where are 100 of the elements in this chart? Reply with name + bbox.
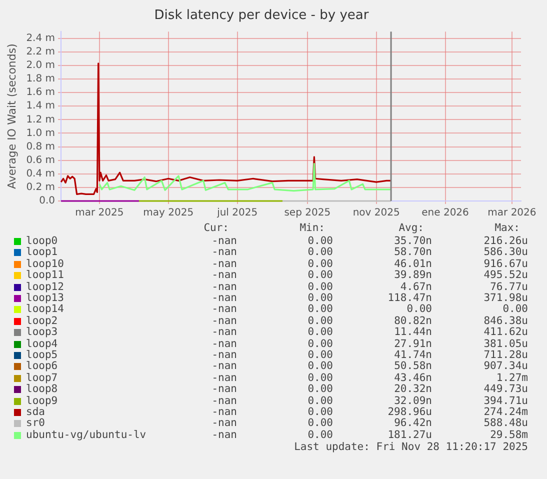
y-tick-label: 2.4 m: [26, 32, 56, 44]
text: 495.52u: [484, 269, 528, 282]
legend-label: loop2: [26, 314, 58, 327]
text: 20.32n: [394, 383, 432, 396]
text: 46.01n: [394, 258, 432, 270]
y-tick-label: 0.8 m: [26, 141, 56, 152]
text: Last update: Fri Nov 28 11:20:17 2025: [294, 441, 528, 454]
y-axis-title: Average IO Wait (seconds): [5, 44, 18, 189]
text: 216.26u: [484, 235, 528, 247]
legend-label: loop10: [26, 258, 64, 270]
y-tick-label: 1.4 m: [26, 100, 56, 112]
text: 43.46n: [394, 372, 432, 384]
legend-label: loop9: [26, 394, 58, 407]
legend-label: loop12: [26, 280, 64, 293]
text: -nan: [212, 292, 237, 304]
text: -nan: [212, 269, 237, 282]
text: 35.70n: [394, 235, 432, 247]
y-tick-label: 0.0: [39, 196, 56, 207]
text: 0.00: [308, 372, 333, 384]
text: 371.98u: [484, 292, 528, 304]
y-tick-label: 1.8 m: [26, 74, 56, 85]
text: 50.58n: [394, 360, 432, 372]
text: -nan: [212, 314, 237, 327]
text: Max:: [494, 222, 520, 234]
legend-label: loop13: [26, 292, 64, 304]
text: 588.48u: [484, 417, 528, 430]
text: 58.70n: [394, 246, 432, 258]
x-tick-label: mar 2026: [488, 208, 536, 219]
y-tick-label: 1.2 m: [26, 114, 56, 126]
text: 411.62u: [484, 326, 528, 338]
text: -nan: [212, 372, 237, 384]
text: -nan: [212, 406, 237, 418]
legend-label: loop0: [26, 235, 58, 247]
y-tick-label: 2.2 m: [26, 46, 56, 58]
legend-label: ubuntu-vg/ubuntu-lv: [26, 428, 146, 441]
legend-label: loop11: [26, 269, 64, 282]
text: 907.34u: [484, 360, 528, 372]
text: 0.00: [308, 394, 333, 407]
text: 0.00: [308, 338, 333, 350]
text: -nan: [212, 303, 237, 316]
legend-label: loop1: [26, 246, 58, 258]
text: 0.00: [308, 406, 333, 418]
text: 0.00: [308, 303, 333, 316]
legend-label: loop3: [26, 326, 58, 338]
text: 0.00: [308, 269, 333, 282]
text: 80.82n: [394, 314, 432, 327]
text: -nan: [212, 326, 237, 338]
legend-label: loop4: [26, 338, 58, 350]
text: -nan: [212, 280, 237, 293]
text: 39.89n: [394, 269, 432, 282]
text: 76.77u: [490, 280, 528, 293]
text: 181.27u: [388, 428, 432, 441]
x-tick-label: ene 2026: [422, 208, 469, 219]
y-tick-label: 0.2 m: [26, 182, 56, 194]
legend-label: loop6: [26, 360, 58, 372]
x-tick-label: jul 2025: [216, 208, 258, 219]
text: -nan: [212, 394, 237, 407]
legend-label: sr0: [26, 417, 45, 430]
text: 4.67n: [400, 280, 432, 293]
text: 0.00: [308, 235, 333, 247]
legend-label: loop14: [26, 303, 64, 316]
text: 11.44n: [394, 326, 432, 338]
x-tick-label: mar 2025: [75, 208, 124, 219]
y-tick-label: 0.6 m: [26, 154, 56, 166]
y-tick-label: 0.4 m: [26, 168, 56, 180]
text: 0.00: [308, 326, 333, 338]
text: 0.00: [308, 314, 333, 327]
text: 394.71u: [484, 394, 528, 407]
text: -nan: [212, 360, 237, 372]
text: -nan: [212, 246, 237, 258]
text: 32.09n: [394, 394, 432, 407]
text: 96.42n: [394, 417, 432, 430]
text: 41.74n: [394, 349, 432, 361]
text: 846.38u: [484, 314, 528, 327]
text: 711.28u: [484, 349, 528, 361]
text: 0.00: [308, 246, 333, 258]
text: 118.47n: [388, 292, 432, 304]
text: 29.58m: [490, 428, 528, 441]
legend-label: loop8: [26, 383, 58, 396]
chart-title: Disk latency per device - by year: [154, 8, 370, 24]
legend-label: loop5: [26, 349, 58, 361]
text: -nan: [212, 383, 237, 396]
text: 0.00: [308, 417, 333, 430]
text: -nan: [212, 349, 237, 361]
text: -nan: [212, 258, 237, 270]
x-tick-label: may 2025: [143, 208, 194, 219]
text: 0.00: [308, 292, 333, 304]
legend-label: loop7: [26, 372, 58, 384]
text: 298.96u: [388, 406, 432, 418]
x-tick-label: nov 2025: [352, 208, 400, 219]
text: 586.30u: [484, 246, 528, 258]
text: Min:: [300, 222, 325, 234]
text: 1.27m: [496, 372, 528, 384]
text: 0.00: [308, 280, 333, 293]
text: -nan: [212, 338, 237, 350]
text: -nan: [212, 417, 237, 430]
text: Cur:: [204, 222, 229, 234]
text: 449.73u: [484, 383, 528, 396]
text: 0.00: [308, 258, 333, 270]
text: 0.00: [406, 303, 432, 316]
